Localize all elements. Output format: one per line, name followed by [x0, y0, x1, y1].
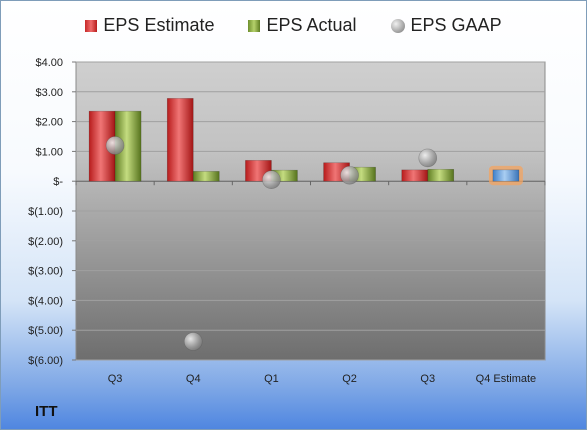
legend-item-estimate: EPS Estimate [85, 15, 214, 36]
y-tick-label: $(1.00) [28, 206, 63, 218]
legend-swatch-estimate [85, 19, 98, 32]
x-tick-label: Q4 [186, 373, 201, 385]
x-tick-label: Q2 [342, 373, 357, 385]
marker-eps-gaap [105, 136, 125, 155]
marker-eps-gaap [418, 148, 438, 168]
bar-eps-forecast [492, 169, 520, 182]
y-tick-label: $(5.00) [28, 325, 63, 337]
legend-label-actual: EPS Actual [266, 15, 357, 35]
x-tick-label: Q3 [108, 373, 123, 385]
axes [75, 180, 546, 186]
chart-legend: EPS Estimate EPS Actual EPS GAAP [1, 15, 586, 36]
gaap-markers [105, 136, 438, 351]
legend-item-gaap: EPS GAAP [390, 15, 502, 36]
legend-item-actual: EPS Actual [248, 15, 357, 36]
legend-label-estimate: EPS Estimate [103, 15, 215, 35]
marker-eps-gaap [340, 165, 359, 185]
legend-label-gaap: EPS GAAP [410, 15, 502, 35]
tick-labels: $4.00 $3.00 $2.00 $1.00 $- $(1.00) $(2.00) $(3.… [28, 57, 536, 385]
y-tick-label: $(4.00) [28, 295, 63, 307]
marker-eps-gaap [262, 170, 281, 190]
x-tick-label: Q1 [264, 373, 279, 385]
marker-eps-gaap [183, 332, 203, 351]
legend-swatch-gaap [390, 18, 405, 33]
bar-eps-estimate [401, 169, 429, 182]
y-tick-label: $1.00 [35, 146, 63, 158]
y-tick-label: $(2.00) [28, 236, 63, 248]
y-tick-label: $- [53, 176, 63, 188]
y-tick-label: $2.00 [35, 117, 63, 129]
x-tick-label: Q4 Estimate [476, 373, 537, 385]
bar-eps-actual [192, 171, 220, 182]
bar-eps-actual [427, 168, 455, 182]
y-tick-label: $(3.00) [28, 266, 63, 278]
company-ticker: ITT [35, 403, 58, 420]
legend-swatch-actual [248, 19, 261, 32]
bar-eps-estimate [166, 98, 194, 182]
y-tick-label: $3.00 [35, 87, 63, 99]
x-tick-label: Q3 [420, 373, 435, 385]
y-tick-label: $4.00 [35, 57, 63, 69]
y-tick-label: $(6.00) [28, 355, 63, 367]
